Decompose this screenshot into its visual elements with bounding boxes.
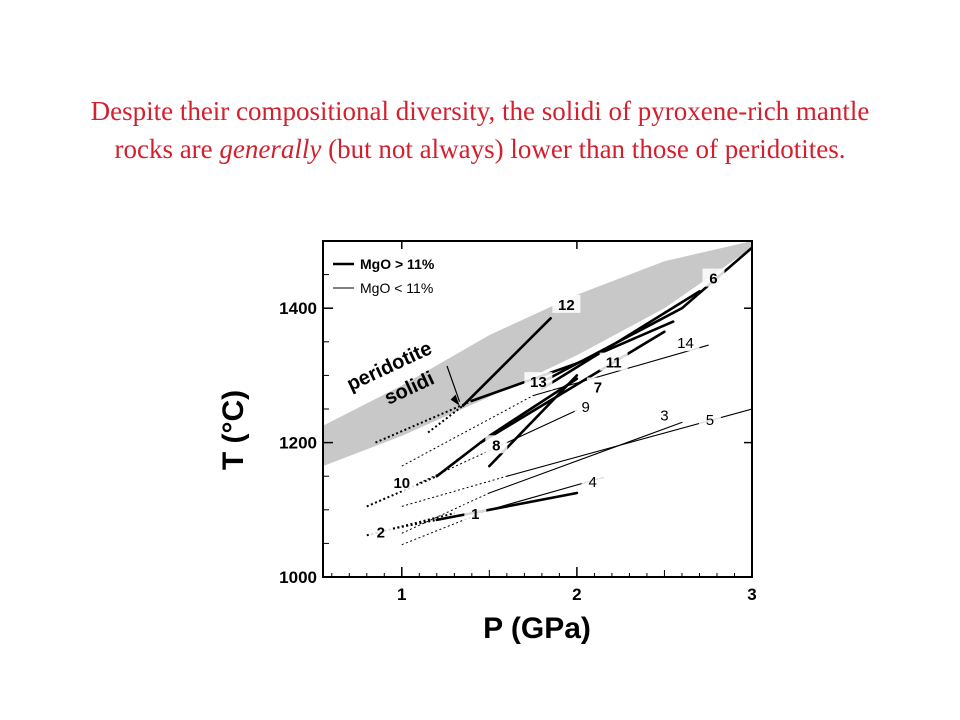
series-13-extrapolation <box>375 399 473 444</box>
series-3-line <box>488 421 683 494</box>
y-tick-label-1400: 1400 <box>279 299 317 318</box>
series-7-label-bg <box>586 377 609 396</box>
series-14-label: 14 <box>677 335 694 352</box>
annotation-arrow-line <box>446 365 461 402</box>
series-2-label-bg <box>369 522 392 541</box>
caption-line-1: Despite their compositional diversity, t… <box>90 96 870 126</box>
series-6-label-bg <box>702 268 725 287</box>
x-tick-label-2: 2 <box>572 585 581 604</box>
series-6-label: 6 <box>709 271 717 288</box>
series-5-label-bg <box>698 409 721 428</box>
y-axis-title: T (°C) <box>217 390 250 470</box>
series-13-label: 13 <box>530 374 547 391</box>
series-12-extrapolation <box>427 404 464 434</box>
slide-caption: Despite their compositional diversity, t… <box>0 92 960 168</box>
annotation-arrow-head <box>450 394 460 406</box>
series-12-line <box>461 316 552 407</box>
series-1-line <box>435 491 579 522</box>
series-13-label-bg <box>524 372 553 391</box>
series-3-label: 3 <box>660 408 668 425</box>
series-4-label-bg <box>581 472 604 491</box>
series-11-label-bg <box>599 352 628 371</box>
series-10-extrapolation <box>366 475 438 508</box>
peridotite-solidi-band <box>323 241 752 467</box>
x-tick-label-1: 1 <box>397 585 406 604</box>
series-4-label: 4 <box>588 474 596 491</box>
series-14-label-bg <box>671 333 700 352</box>
series-12-label: 12 <box>558 297 575 314</box>
x-axis-title: P (GPa) <box>483 612 591 645</box>
y-tick-label-1000: 1000 <box>279 568 317 587</box>
series-3-label-bg <box>653 405 676 424</box>
series-12-label-bg <box>552 294 581 313</box>
caption-emphasis: generally <box>219 134 322 164</box>
series-9-label-bg <box>574 396 597 415</box>
series-8-label-bg <box>485 435 508 454</box>
series-10-label-bg <box>387 472 416 491</box>
y-tick-label-1200: 1200 <box>279 434 317 453</box>
series-11-label: 11 <box>606 355 622 372</box>
series-1-extrapolation <box>392 518 437 530</box>
caption-line-2-start: rocks are <box>114 134 220 164</box>
legend-entry-0: MgO > 11% <box>360 256 435 272</box>
series-11-line <box>540 290 701 391</box>
caption-line-2-end: (but not always) lower than those of per… <box>321 134 846 164</box>
series-9-line <box>506 409 578 444</box>
series-10-label: 10 <box>393 475 410 492</box>
series-1-label-bg <box>464 503 487 522</box>
series-2-label: 2 <box>377 525 385 542</box>
series-5-label: 5 <box>706 412 714 429</box>
series-9-label: 9 <box>581 399 589 416</box>
series-7-label: 7 <box>594 379 602 396</box>
x-tick-label-3: 3 <box>747 585 756 604</box>
series-7-line <box>479 330 666 444</box>
series-8-label: 8 <box>492 437 500 454</box>
series-1-label: 1 <box>471 506 479 523</box>
series-5-extrapolation <box>401 475 508 507</box>
series-13-line <box>470 320 675 403</box>
legend-entry-1: MgO < 11% <box>360 280 433 296</box>
